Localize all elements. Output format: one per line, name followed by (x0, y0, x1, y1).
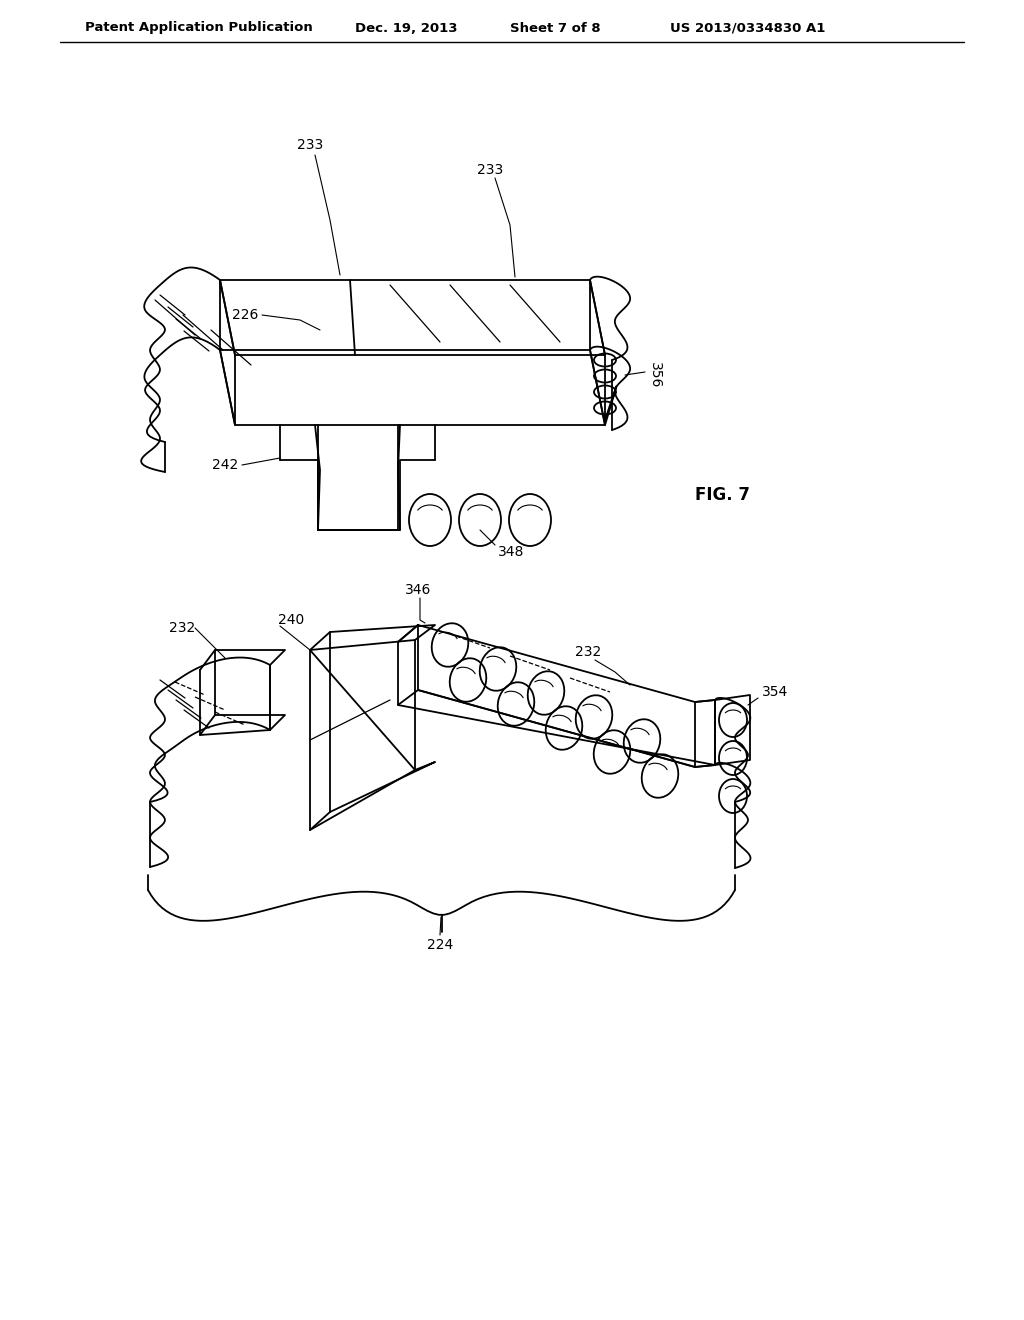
Text: 240: 240 (278, 612, 304, 627)
Text: US 2013/0334830 A1: US 2013/0334830 A1 (670, 21, 825, 34)
Text: 232: 232 (574, 645, 601, 659)
Text: 224: 224 (427, 939, 454, 952)
Text: 232: 232 (169, 620, 196, 635)
Text: 233: 233 (477, 162, 503, 177)
Text: Patent Application Publication: Patent Application Publication (85, 21, 312, 34)
Text: FIG. 7: FIG. 7 (695, 486, 750, 504)
Text: 348: 348 (498, 545, 524, 558)
Text: 354: 354 (762, 685, 788, 700)
Text: 226: 226 (231, 308, 258, 322)
Text: 233: 233 (297, 139, 324, 152)
Text: 356: 356 (648, 362, 662, 388)
Text: Sheet 7 of 8: Sheet 7 of 8 (510, 21, 601, 34)
Text: 242: 242 (212, 458, 238, 473)
Text: 346: 346 (404, 583, 431, 597)
Text: Dec. 19, 2013: Dec. 19, 2013 (355, 21, 458, 34)
